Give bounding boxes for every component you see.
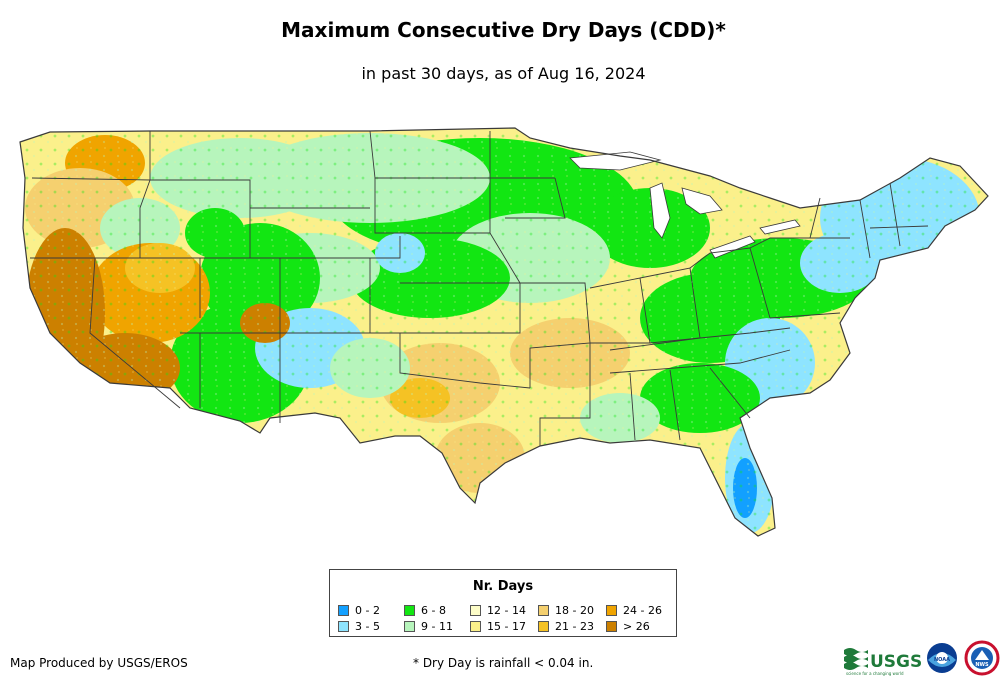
legend-item: 12 - 14 — [470, 604, 526, 617]
nws-text: NWS — [975, 662, 989, 668]
legend-label: 9 - 11 — [421, 620, 453, 633]
legend-item: 9 - 11 — [404, 620, 453, 633]
legend-label: 18 - 20 — [555, 604, 594, 617]
legend-label: 3 - 5 — [355, 620, 380, 633]
noaa-logo: NOAA — [927, 643, 957, 673]
map-title: Maximum Consecutive Dry Days (CDD)* — [281, 18, 726, 42]
legend-item: 21 - 23 — [538, 620, 594, 633]
legend-label: 15 - 17 — [487, 620, 526, 633]
usgs-tagline: science for a changing world — [846, 671, 904, 676]
map-subtitle: in past 30 days, as of Aug 16, 2024 — [361, 64, 646, 83]
legend-label: 21 - 23 — [555, 620, 594, 633]
legend-label: 12 - 14 — [487, 604, 526, 617]
usgs-wordmark: USGS — [870, 652, 922, 672]
legend-swatch — [538, 621, 549, 632]
legend-title: Nr. Days — [472, 579, 534, 594]
agency-logos: USGS science for a changing world NOAA N… — [844, 640, 1000, 676]
legend-swatch — [338, 605, 349, 616]
legend-item: 3 - 5 — [338, 620, 380, 633]
map-credit: Map Produced by USGS/EROS — [10, 656, 188, 670]
state-boundaries — [19, 127, 989, 537]
legend-label: 0 - 2 — [355, 604, 380, 617]
legend-item: > 26 — [606, 620, 650, 633]
legend-item: 6 - 8 — [404, 604, 446, 617]
legend-item: 0 - 2 — [338, 604, 380, 617]
legend-swatch — [404, 605, 415, 616]
legend-label: 24 - 26 — [623, 604, 662, 617]
cdd-map — [19, 127, 989, 537]
legend-item: 18 - 20 — [538, 604, 594, 617]
dry-day-footnote: * Dry Day is rainfall < 0.04 in. — [413, 656, 594, 670]
legend: Nr. Days 0 - 2 3 - 5 6 - 8 9 - 11 12 - 1… — [329, 569, 677, 637]
legend-label: 6 - 8 — [421, 604, 446, 617]
great-lakes — [569, 151, 801, 259]
legend-swatch — [606, 605, 617, 616]
legend-swatch — [470, 605, 481, 616]
cdd-rainfall-regions — [20, 128, 988, 536]
nws-logo: NWS — [964, 640, 1000, 676]
legend-swatch — [338, 621, 349, 632]
legend-swatch — [470, 621, 481, 632]
usgs-logo: USGS science for a changing world — [844, 648, 922, 676]
legend-swatch — [606, 621, 617, 632]
legend-label: > 26 — [623, 620, 650, 633]
legend-swatch — [538, 605, 549, 616]
noaa-text: NOAA — [934, 657, 950, 663]
legend-item: 24 - 26 — [606, 604, 662, 617]
legend-item: 15 - 17 — [470, 620, 526, 633]
legend-swatch — [404, 621, 415, 632]
